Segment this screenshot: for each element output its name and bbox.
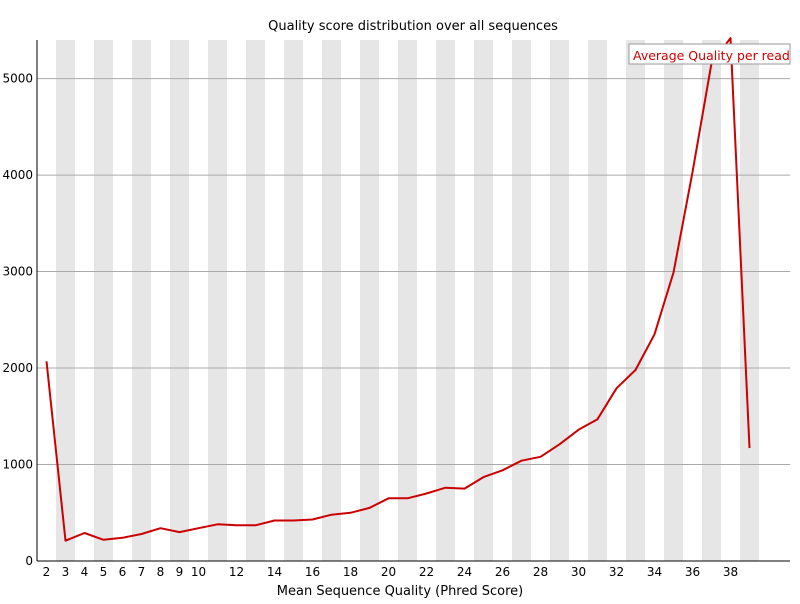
y-tick-labels: 0 1000 2000 3000 4000 5000 [2,72,33,568]
band-9 [170,40,189,561]
alternating-bands [56,40,759,561]
x-tick-label: 8 [157,565,165,579]
y-tick-label: 0 [25,554,33,568]
x-tick-label: 2 [43,565,51,579]
y-tick-label: 4000 [2,168,33,182]
band-25 [474,40,493,561]
x-tick-label: 24 [457,565,472,579]
x-tick-label: 22 [419,565,434,579]
y-tick-label: 3000 [2,265,33,279]
x-tick-label: 14 [267,565,282,579]
band-39 [740,40,759,561]
x-tick-label: 16 [305,565,320,579]
band-29 [550,40,569,561]
band-15 [284,40,303,561]
x-tick-label: 34 [647,565,662,579]
x-tick-label: 26 [495,565,510,579]
y-tick-label: 2000 [2,361,33,375]
band-3 [56,40,75,561]
legend-box [628,43,791,65]
band-27 [512,40,531,561]
x-tick-label: 12 [229,565,244,579]
band-19 [360,40,379,561]
band-35 [664,40,683,561]
legend: Average Quality per read [628,43,791,65]
series-lines [45,37,751,542]
x-tick-label: 38 [723,565,738,579]
band-11 [208,40,227,561]
x-tick-label: 28 [533,565,548,579]
x-tick-label: 3 [62,565,70,579]
band-5 [94,40,113,561]
chart-title: Quality score distribution over all sequ… [268,19,558,34]
series-line-0 [45,37,751,542]
x-tick-label: 36 [685,565,700,579]
x-tick-label: 10 [191,565,206,579]
band-37 [702,40,721,561]
band-13 [246,40,265,561]
band-23 [436,40,455,561]
x-tick-label: 5 [100,565,108,579]
x-tick-label: 6 [119,565,127,579]
grid-lines [37,78,790,466]
y-tick-label: 1000 [2,458,33,472]
axes [36,40,790,562]
y-tick-label: 5000 [2,72,33,86]
x-tick-labels: 2 3 4 5 6 7 8 9 10 12 14 16 18 20 22 24 26 28 30 32 34 36 38 [43,565,738,579]
band-17 [322,40,341,561]
x-tick-label: 4 [81,565,89,579]
x-tick-label: 30 [571,565,586,579]
x-tick-label: 9 [176,565,184,579]
x-tick-label: 7 [138,565,146,579]
band-33 [626,40,645,561]
band-31 [588,40,607,561]
x-axis-label: Mean Sequence Quality (Phred Score) [277,584,523,599]
band-7 [132,40,151,561]
x-tick-label: 18 [343,565,358,579]
x-tick-label: 20 [381,565,396,579]
legend-entry: Average Quality per read [633,48,790,63]
x-tick-label: 32 [609,565,624,579]
band-21 [398,40,417,561]
